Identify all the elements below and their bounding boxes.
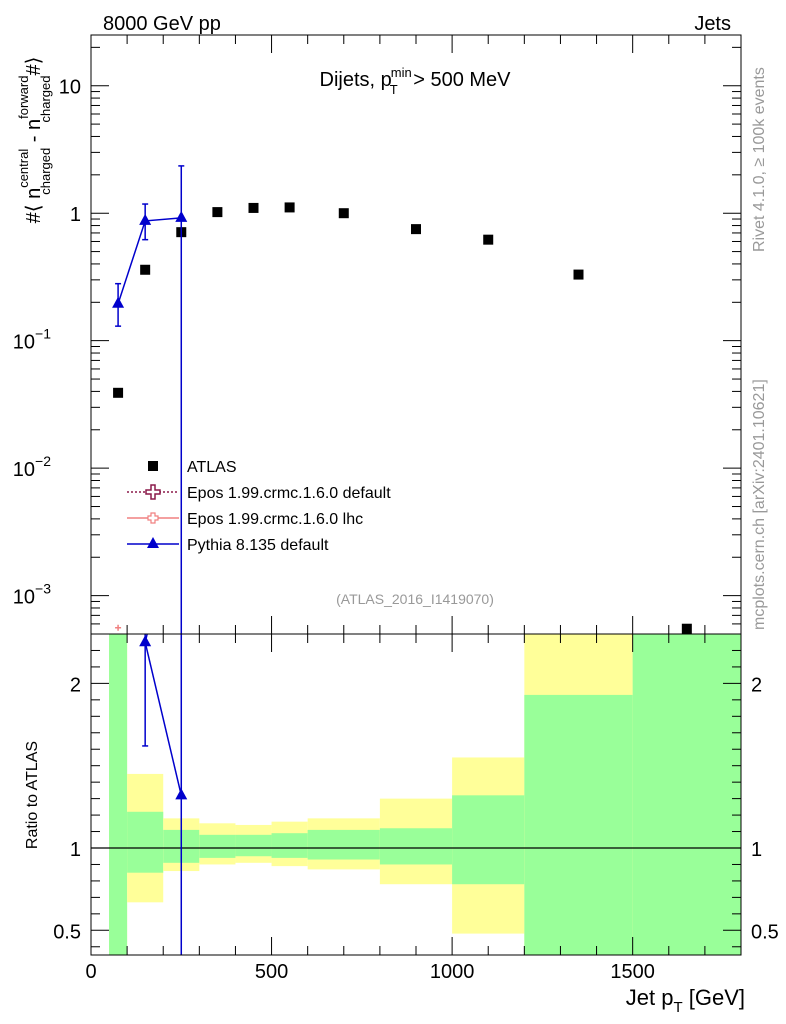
legend: ATLAS Epos 1.99.crmc.1.6.0 default Epos 1.… xyxy=(127,459,391,554)
ratio-band-green xyxy=(524,694,633,955)
y-tick-label-exp: −3 xyxy=(35,581,51,597)
ratio-y-tick-label-right: 1 xyxy=(751,839,762,861)
atlas-point xyxy=(573,269,584,280)
x-tick-label: 1000 xyxy=(430,961,475,983)
legend-marker-pythia xyxy=(147,537,159,548)
side-text-bottom: mcplots.cern.ch [arXiv:2401.10621] xyxy=(751,379,768,630)
ratio-band-green xyxy=(109,634,128,955)
atlas-point xyxy=(338,208,349,219)
y-tick-label: 10 xyxy=(59,77,81,99)
pythia-line xyxy=(117,217,182,304)
ratio-y-tick-label-right: 2 xyxy=(751,674,762,696)
epos-lhc-point xyxy=(115,624,122,631)
header-left: 8000 GeV pp xyxy=(103,13,221,35)
ratio-pythia-line xyxy=(144,642,183,796)
ratio-band-green xyxy=(235,834,272,857)
y-tick-label: 10−2 xyxy=(13,453,51,481)
x-axis-label: Jet pT [GeV] xyxy=(626,985,745,1016)
y-tick-label: 10−3 xyxy=(13,581,51,609)
main-title: Dijets, pmin T > 500 MeV xyxy=(320,65,512,97)
atlas-point xyxy=(212,207,223,218)
legend-marker-epos-default xyxy=(145,484,161,500)
atlas-point xyxy=(411,224,421,235)
ratio-band-green xyxy=(452,795,525,885)
ratio-pythia-point xyxy=(139,635,152,647)
ratio-band-green xyxy=(199,834,236,858)
atlas-point xyxy=(248,202,259,213)
pythia-point xyxy=(112,296,125,308)
y-tick-label: 1 xyxy=(70,204,81,226)
ratio-band-green xyxy=(379,828,453,865)
atlas-point xyxy=(681,623,692,634)
legend-marker-atlas xyxy=(148,461,158,471)
legend-label: Pythia 8.135 default xyxy=(187,537,329,554)
ratio-y-tick-label: 0.5 xyxy=(53,921,81,943)
x-tick-label: 0 xyxy=(85,961,96,983)
analysis-watermark: (ATLAS_2016_I1419070) xyxy=(336,591,494,607)
x-tick-label: 500 xyxy=(255,961,288,983)
legend-label: ATLAS xyxy=(187,459,237,476)
ratio-band-green xyxy=(127,811,164,873)
atlas-point xyxy=(483,234,494,245)
pythia-point xyxy=(175,210,188,222)
ratio-band-green xyxy=(271,833,308,858)
header-right: Jets xyxy=(694,13,731,35)
y-tick-label-exp: −2 xyxy=(35,453,51,469)
main-ylabel: #⟨ ncentral charged - nforward charged#⟩ xyxy=(16,57,53,224)
ratio-y-tick-label: 2 xyxy=(70,674,81,696)
x-tick-label: 1500 xyxy=(610,961,655,983)
atlas-point xyxy=(140,264,151,275)
ratio-pythia-point xyxy=(175,788,188,800)
y-tick-label-exp: −1 xyxy=(35,326,51,342)
y-tick-label: 10−1 xyxy=(13,326,51,354)
legend-marker-epos-lhc xyxy=(147,512,159,524)
ratio-y-tick-label: 1 xyxy=(70,839,81,861)
main-data-layer xyxy=(112,165,692,634)
atlas-point xyxy=(284,202,295,213)
ratio-ylabel: Ratio to ATLAS xyxy=(24,741,41,849)
pythia-point xyxy=(139,213,152,225)
ratio-band-green xyxy=(632,634,741,955)
ratio-panel: 0.5 0.5 1 1 2 2 0 500 1000 1500 Ratio to ATLAS Je… xyxy=(24,633,779,1016)
legend-label: Epos 1.99.crmc.1.6.0 lhc xyxy=(187,511,363,528)
ratio-data-layer xyxy=(91,633,741,955)
legend-label: Epos 1.99.crmc.1.6.0 default xyxy=(187,485,391,502)
ratio-y-tick-label-right: 0.5 xyxy=(751,921,779,943)
y-tick-label-base: 10 xyxy=(13,587,35,609)
side-text-top: Rivet 4.1.0, ≥ 100k events xyxy=(751,67,768,252)
y-tick-label-base: 10 xyxy=(13,459,35,481)
atlas-point xyxy=(113,387,124,398)
y-tick-label-base: 10 xyxy=(13,332,35,354)
ratio-axis-ticks: 0.5 0.5 1 1 2 2 0 500 1000 1500 xyxy=(53,634,779,983)
ratio-band-green xyxy=(307,829,380,860)
